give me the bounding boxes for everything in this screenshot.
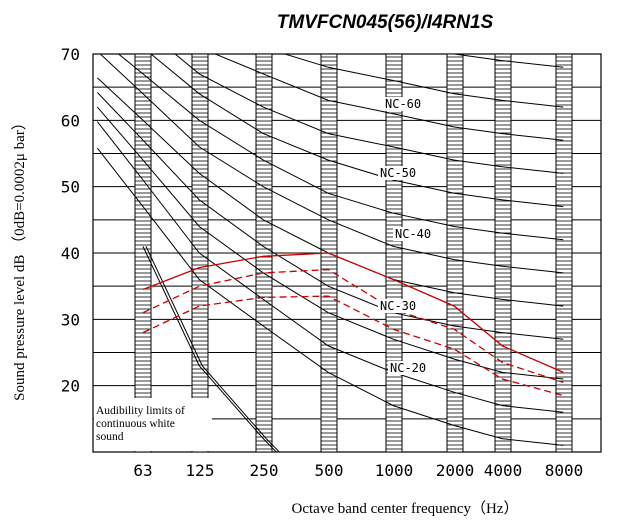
nc-curve-15 <box>97 147 564 446</box>
y-tick-label: 40 <box>61 244 80 263</box>
y-tick-label: 20 <box>61 377 80 396</box>
nc-curves <box>97 54 564 452</box>
x-tick-label: 63 <box>133 461 152 480</box>
nc-curve-65 <box>283 54 564 108</box>
audibility-annotation-line: sound <box>96 431 124 443</box>
x-tick-label: 250 <box>250 461 279 480</box>
annotation-bg <box>94 398 212 451</box>
octave-band-column <box>255 53 273 453</box>
nc-label-bg <box>388 361 430 375</box>
octave-band-column <box>555 53 573 453</box>
nc-label-bg <box>383 97 425 111</box>
nc-label: NC-30 <box>380 299 416 313</box>
data-series <box>142 252 564 397</box>
nc-curve-55 <box>174 54 564 174</box>
nc-curve-20 <box>97 121 564 413</box>
nc-curve-25 <box>97 106 564 380</box>
axis-ticks: 20 30 40 50 60 70 63 125 250 500 1000 2000 4000 8000 <box>61 45 584 480</box>
x-tick-label: 125 <box>186 461 215 480</box>
nc-curve-70 <box>449 54 564 68</box>
x-tick-label: 1000 <box>375 461 414 480</box>
nc-label: NC-20 <box>390 361 426 375</box>
nc-label-bg <box>378 166 420 180</box>
x-tick-label: 500 <box>315 461 344 480</box>
nc-curve-50 <box>150 54 564 208</box>
nc-label: NC-60 <box>385 97 421 111</box>
chart-labels: NC-60 NC-50 NC-40 NC-30 NC-20 Audibility limi… <box>94 97 435 451</box>
y-tick-label: 60 <box>61 111 80 130</box>
audibility-limit-curve <box>145 246 280 452</box>
y-tick-label: 30 <box>61 310 80 329</box>
audibility-limit-curve <box>142 246 277 452</box>
nc-label-bg <box>393 227 435 241</box>
x-tick-label: 8000 <box>545 461 584 480</box>
nc-label-bg <box>378 299 420 313</box>
x-axis-label: Octave band center frequency（Hz） <box>292 500 519 517</box>
nc-curve-30 <box>97 92 564 340</box>
nc-curve-45 <box>117 54 564 241</box>
nc-label: NC-50 <box>380 166 416 180</box>
nc-curve-group <box>97 54 564 452</box>
x-tick-label: 2000 <box>436 461 475 480</box>
series-line-1 <box>142 252 564 373</box>
grid <box>92 53 602 453</box>
audibility-annotation-line: Audibility limits of <box>96 405 185 417</box>
audibility-annotation-line: continuous white <box>96 418 175 430</box>
nc-label: NC-40 <box>395 227 431 241</box>
y-tick-label: 70 <box>61 45 80 64</box>
octave-band-column <box>494 53 512 453</box>
y-axis-label: Sound pressure level dB （0dB=0.0002μ bar… <box>11 115 28 401</box>
nc-curve-40 <box>99 54 564 274</box>
series-line-3 <box>142 295 564 397</box>
y-tick-label: 50 <box>61 178 80 197</box>
chart-title: TMVFCN045(56)/I4RN1S <box>277 12 494 33</box>
nc-curve-60 <box>213 54 564 141</box>
x-tick-label: 4000 <box>484 461 523 480</box>
